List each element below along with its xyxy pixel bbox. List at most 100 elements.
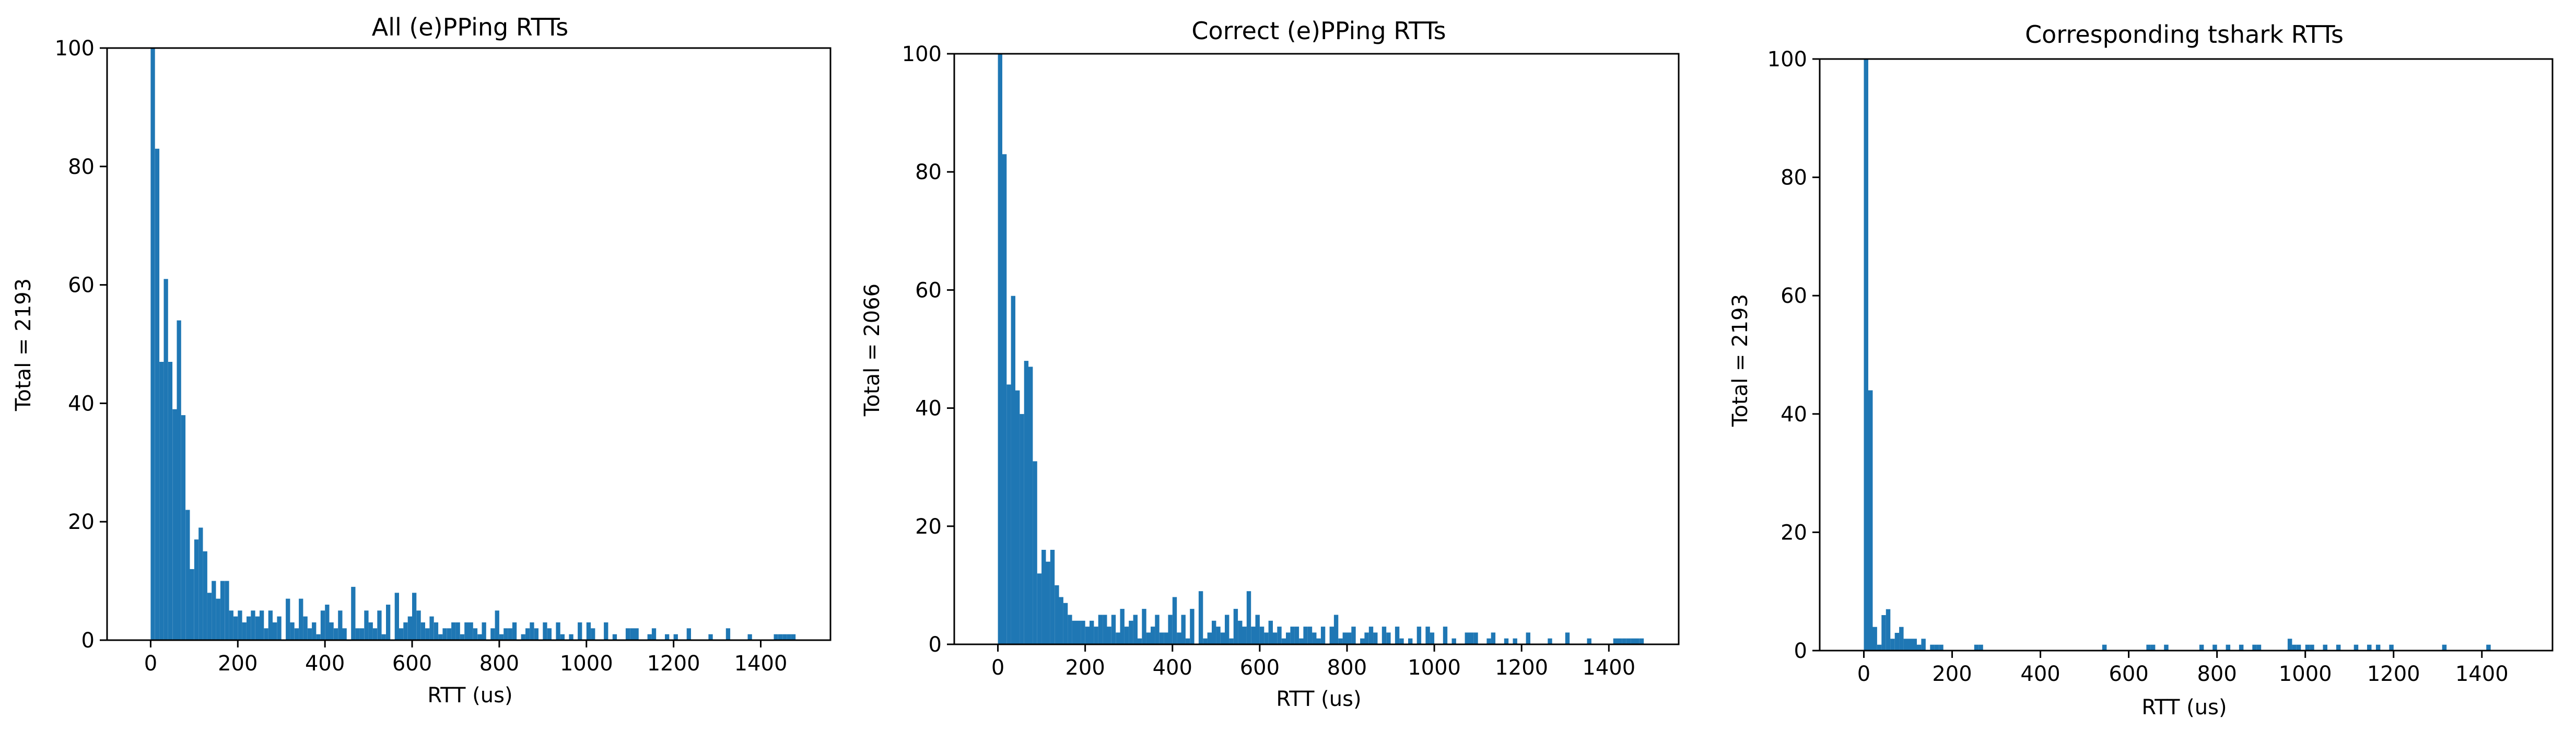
y-tick-label: 100 [902, 42, 942, 66]
x-tick-label: 600 [2109, 662, 2148, 686]
histogram-bar [268, 610, 273, 640]
histogram-bar [190, 569, 194, 640]
histogram-bar [1939, 644, 1943, 651]
subplot-correct-epping: Correct (e)PPing RTTs Total = 2066 RTT (… [860, 17, 1680, 711]
histogram-bar [791, 634, 796, 640]
histogram-bar [1216, 627, 1221, 644]
histogram-bar [442, 628, 447, 640]
histogram-bar [534, 628, 538, 640]
histogram-bar [399, 628, 404, 640]
histogram-bar [1342, 632, 1347, 644]
histogram-bar [625, 628, 630, 640]
histogram-bar [1307, 627, 1313, 644]
histogram-bar [1094, 627, 1098, 644]
x-tick-label: 0 [144, 652, 157, 676]
histogram-bar [469, 622, 473, 640]
histogram-bar [316, 634, 321, 640]
histogram-bar [1903, 639, 1908, 651]
histogram-bar [1416, 627, 1422, 644]
histogram-bar [177, 320, 181, 640]
y-tick-label: 60 [915, 278, 942, 302]
histogram-bar [464, 622, 469, 640]
histogram-bar [1286, 632, 1291, 644]
histogram-bar [1631, 638, 1635, 644]
y-tick-label: 0 [929, 633, 942, 657]
histogram-bar [1229, 638, 1234, 644]
histogram-bar [1886, 609, 1891, 651]
histogram-bar [1090, 620, 1094, 644]
y-tick-label: 20 [1781, 521, 1807, 545]
histogram-bar [455, 622, 460, 640]
histogram-bar [381, 634, 386, 640]
histogram-bar [1041, 550, 1046, 644]
histogram-bar [1103, 615, 1107, 644]
histogram-bar [233, 616, 238, 640]
x-tick-label: 800 [2197, 662, 2237, 686]
histogram-bar [569, 634, 573, 640]
y-tick-label: 40 [915, 397, 942, 421]
histogram-bar [273, 622, 277, 640]
histogram-bar [2150, 644, 2156, 651]
histogram-bar [1011, 296, 1015, 644]
y-tick-group: 0 20 40 60 80 100 [55, 37, 107, 653]
histogram-bar [543, 622, 547, 640]
histogram-bar [665, 634, 670, 640]
bar-group [1864, 59, 2491, 651]
x-tick-label: 1200 [647, 652, 700, 676]
y-tick-label: 80 [68, 155, 95, 179]
x-tick-label: 800 [1327, 656, 1367, 680]
histogram-bar [2199, 644, 2204, 651]
histogram-bar [260, 610, 264, 640]
histogram-bar [372, 628, 378, 640]
histogram-bar [251, 610, 255, 640]
y-tick-group: 0 20 40 60 80 100 [1767, 48, 1820, 663]
histogram-bar [1259, 627, 1264, 644]
histogram-bar [420, 622, 425, 640]
histogram-bar [1028, 367, 1033, 644]
y-tick-label: 80 [1781, 166, 1807, 190]
histogram-bar [425, 628, 430, 640]
histogram-bar [216, 598, 220, 640]
histogram-bar [1908, 639, 1913, 651]
histogram-bar [2323, 644, 2327, 651]
histogram-bar [2486, 644, 2491, 651]
histogram-bar [1225, 615, 1230, 644]
histogram-bar [504, 628, 508, 640]
histogram-bar [998, 54, 1002, 644]
histogram-bar [490, 628, 495, 640]
axes-frame [953, 53, 1680, 645]
histogram-bar [1491, 632, 1496, 644]
histogram-bar [1290, 627, 1295, 644]
histogram-bar [1268, 620, 1273, 644]
histogram-bar [1899, 627, 1904, 651]
histogram-bar [725, 628, 731, 640]
histogram-bar [1129, 620, 1133, 644]
histogram-bar [1151, 627, 1155, 644]
histogram-bar [307, 628, 312, 640]
histogram-bar [630, 628, 635, 640]
histogram-bar [1111, 615, 1116, 644]
x-tick-label: 1200 [1495, 656, 1548, 680]
x-tick-label: 0 [1857, 662, 1870, 686]
histogram-bar [1303, 627, 1308, 644]
histogram-bar [351, 586, 356, 640]
histogram-bar [1107, 627, 1111, 644]
histogram-bar [1930, 644, 1935, 651]
histogram-bar [1142, 609, 1146, 644]
histogram-bar [482, 622, 486, 640]
histogram-bar [1912, 639, 1917, 651]
y-axis-label: Total = 2193 [11, 278, 36, 411]
histogram-bar [547, 628, 552, 640]
histogram-bar [1465, 632, 1469, 644]
histogram-bar [1978, 644, 1983, 651]
histogram-bar [1033, 461, 1037, 644]
histogram-bar [1626, 638, 1631, 644]
histogram-bar [1395, 627, 1400, 644]
histogram-bar [2146, 644, 2151, 651]
y-tick-label: 80 [915, 160, 942, 184]
histogram-bar [1251, 627, 1256, 644]
histogram-bar [1635, 638, 1640, 644]
x-tick-label: 600 [392, 652, 432, 676]
histogram-bar [1381, 627, 1387, 644]
x-tick-label: 200 [1065, 656, 1105, 680]
